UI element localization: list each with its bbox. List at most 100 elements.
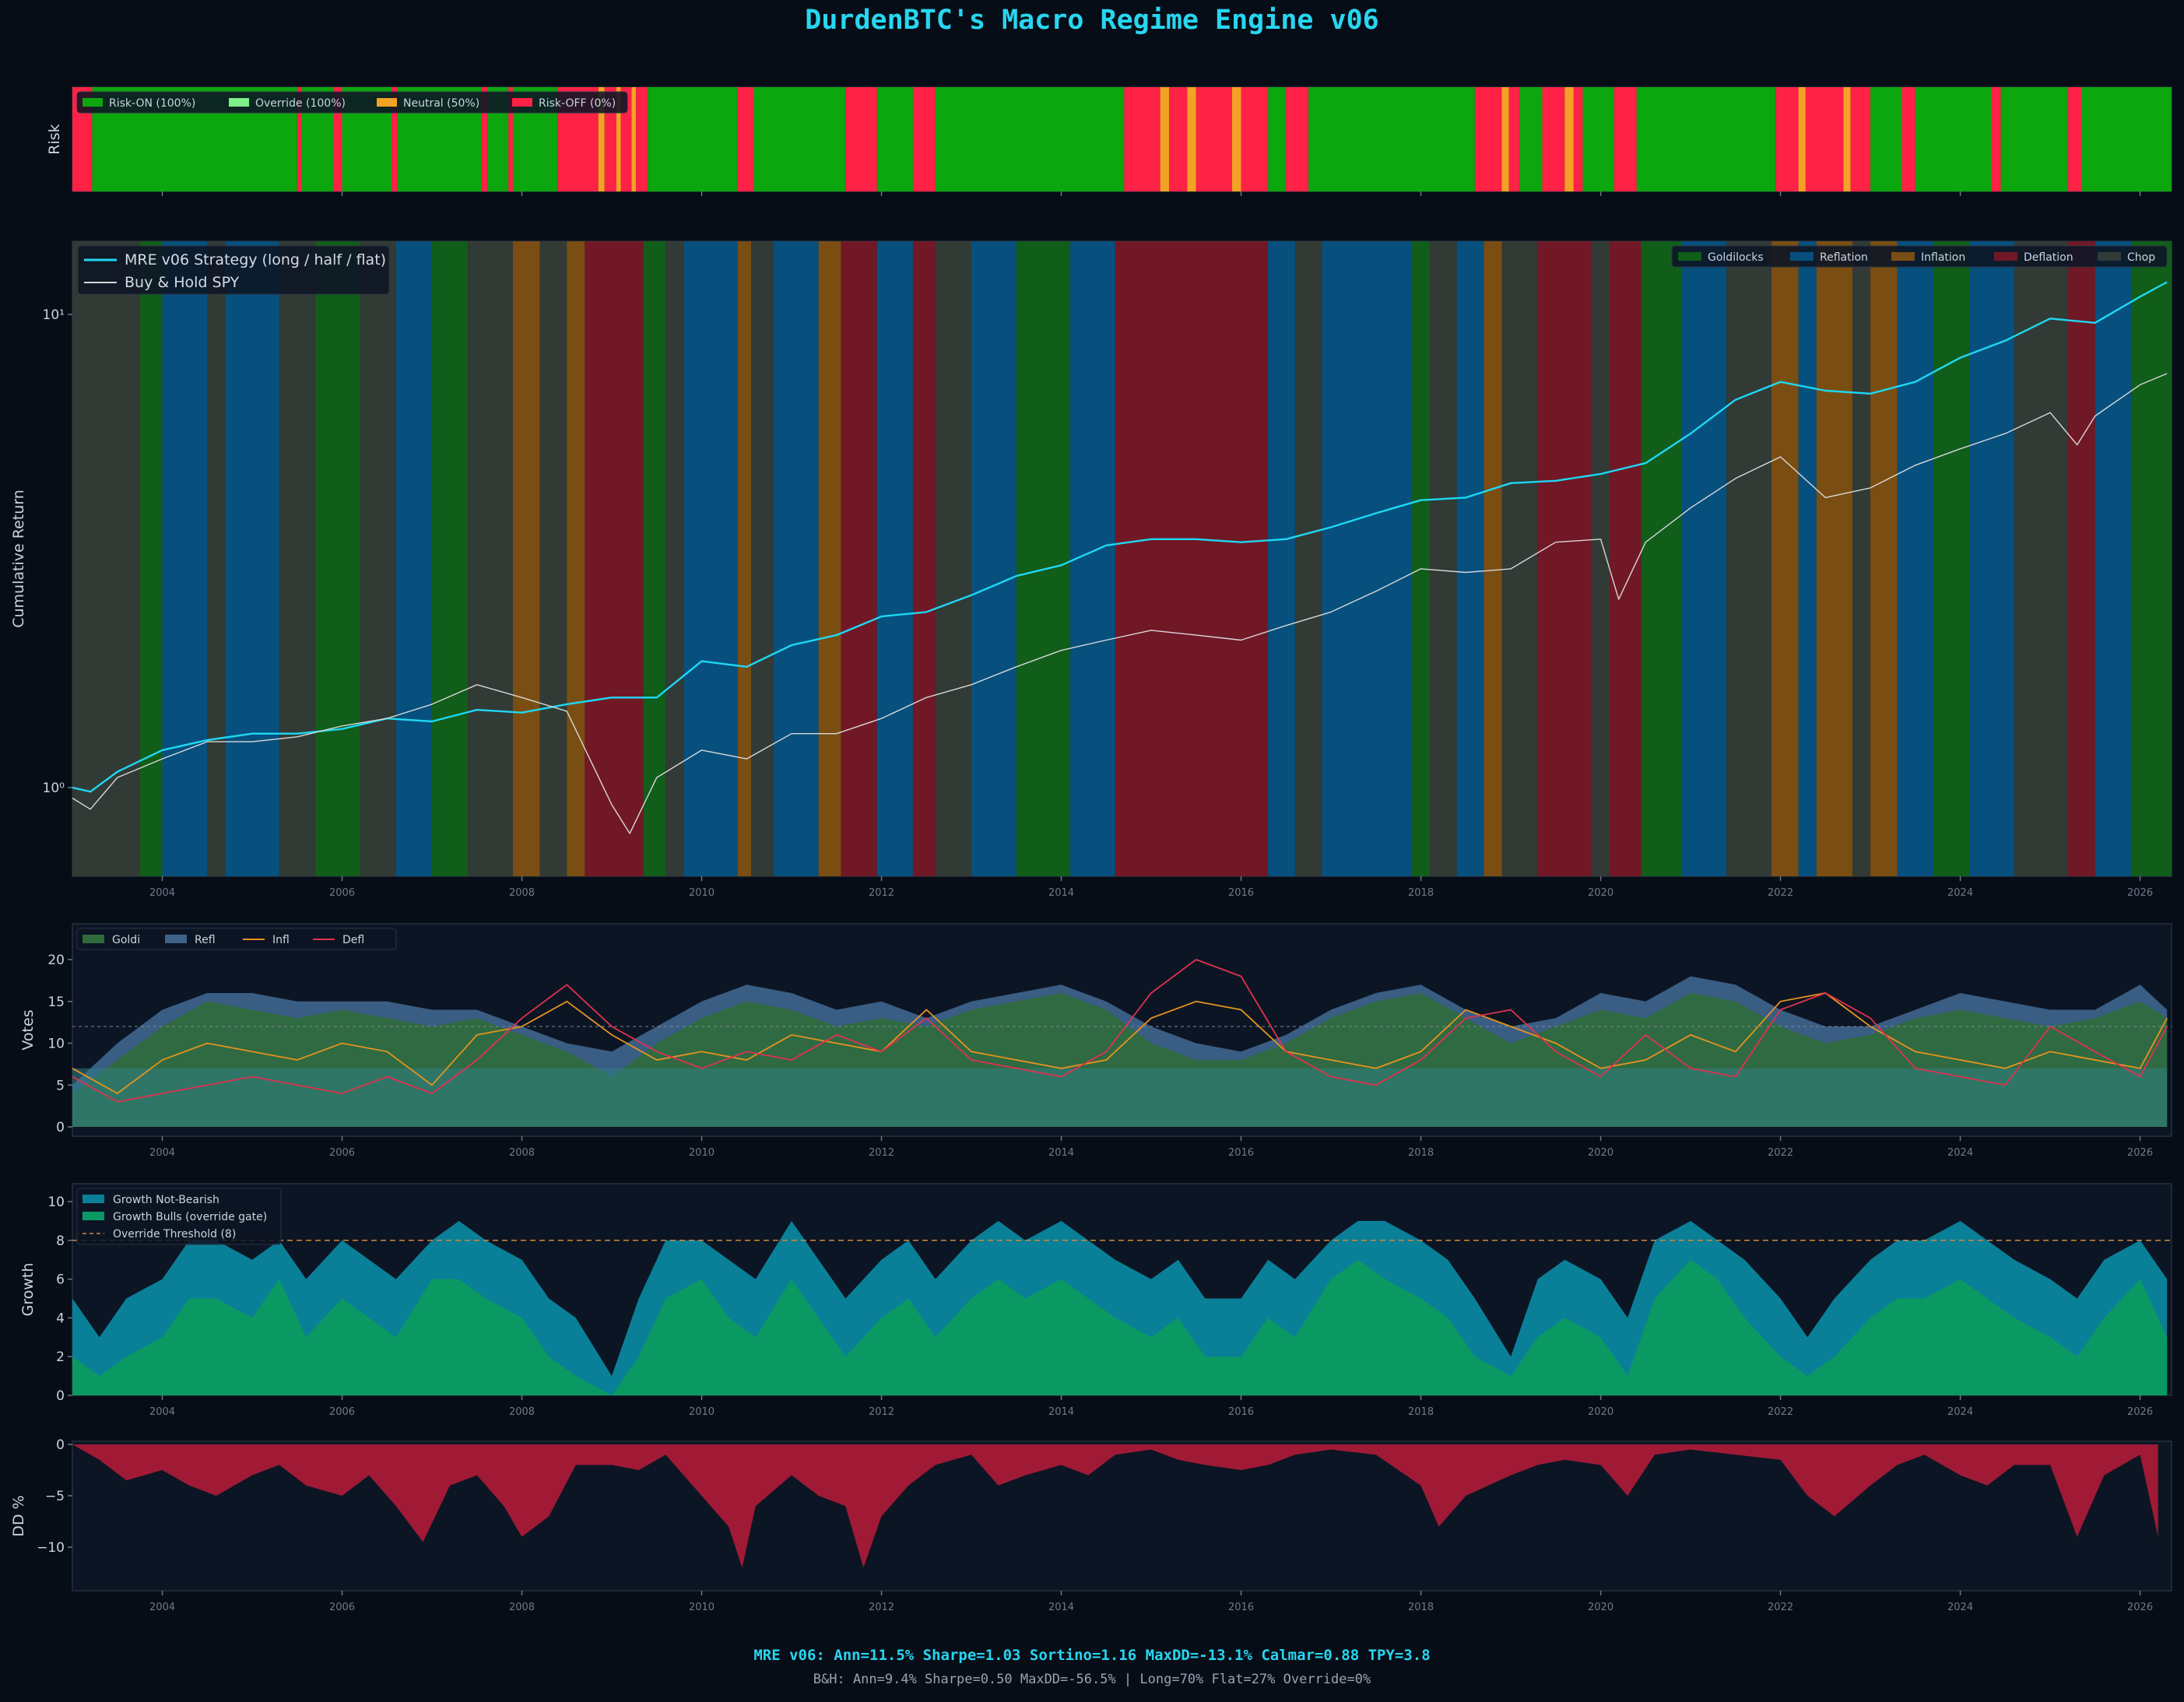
risk-segment	[508, 87, 513, 191]
y-tick-label: 20	[47, 953, 65, 968]
x-tick-label: 2012	[869, 1406, 894, 1418]
regime-band	[395, 241, 433, 876]
risk-segment	[1286, 87, 1309, 191]
legend-swatch	[83, 98, 103, 107]
votes-legend: Goldi Refl Infl Defl	[76, 928, 397, 950]
legend-label: Override Threshold (8)	[113, 1228, 236, 1241]
legend-box	[76, 1188, 282, 1245]
risk-segment	[876, 87, 913, 191]
dd-x-ticks: 2004 2006 2008 2010 2012 2014 2016 2018 2020 2022…	[149, 1591, 2153, 1613]
x-tick-label: 2016	[1228, 1602, 1254, 1613]
risk-segment	[297, 87, 302, 191]
regime-band	[360, 241, 396, 876]
x-tick-label: 2020	[1588, 1147, 1613, 1159]
x-tick-label: 2026	[2127, 1602, 2153, 1613]
legend-label: Goldi	[112, 934, 140, 946]
x-tick-label: 2026	[2127, 1406, 2153, 1418]
x-tick-label: 2018	[1408, 887, 1434, 899]
x-tick-label: 2022	[1768, 1406, 1793, 1418]
y-tick-label: 10⁰	[43, 781, 65, 796]
regime-band	[1897, 241, 1933, 876]
x-tick-label: 2016	[1228, 1406, 1254, 1418]
x-tick-label: 2004	[149, 1406, 175, 1418]
legend-swatch	[83, 935, 104, 943]
regime-band	[567, 241, 585, 876]
x-tick-label: 2026	[2127, 887, 2153, 899]
risk-segment	[2068, 87, 2082, 191]
dd-y-ticks: 0 −5 −10	[37, 1437, 72, 1556]
legend-box	[76, 91, 628, 114]
regime-band	[1294, 241, 1322, 876]
y-tick-label: 5	[56, 1078, 65, 1093]
risk-segment	[1268, 87, 1287, 191]
risk-segment	[737, 87, 754, 191]
growth-ylabel: Growth	[19, 1263, 37, 1317]
regime-band	[1610, 241, 1642, 876]
x-tick-label: 2010	[689, 887, 715, 899]
risk-segment	[1798, 87, 1806, 191]
infl-line	[72, 992, 2168, 1095]
legend-label: Reflation	[1820, 251, 1868, 264]
returns-y-ticks: 10⁰ 10¹	[43, 307, 72, 796]
regime-band	[1798, 241, 1817, 876]
risk-segment	[1187, 87, 1196, 191]
x-tick-label: 2022	[1768, 1602, 1793, 1613]
legend-swatch	[1790, 252, 1814, 261]
risk-segment	[392, 87, 399, 191]
legend-label: Risk-ON (100%)	[109, 97, 195, 110]
regime-band	[1592, 241, 1610, 876]
regime-band	[1268, 241, 1295, 876]
y-tick-label: 0	[56, 1388, 65, 1404]
risk-segment	[1241, 87, 1269, 191]
regime-band	[207, 241, 226, 876]
x-tick-label: 2004	[149, 1602, 175, 1613]
y-tick-label: 4	[56, 1311, 65, 1326]
y-tick-label: 10	[47, 1195, 65, 1210]
regime-band	[1641, 241, 1682, 876]
y-tick-label: 6	[56, 1272, 65, 1288]
returns-ylabel: Cumulative Return	[10, 490, 27, 628]
regime-band	[1870, 241, 1898, 876]
chart-title: DurdenBTC's Macro Regime Engine v06	[805, 5, 1379, 36]
risk-segment	[845, 87, 877, 191]
risk-segment	[2000, 87, 2069, 191]
x-tick-label: 2010	[689, 1406, 715, 1418]
regime-band	[2131, 241, 2172, 876]
legend-swatch	[83, 1195, 104, 1203]
legend-label: Growth Bulls (override gate)	[113, 1211, 267, 1223]
regime-legend: Goldilocks Reflation Inflation Deflation Cho…	[1671, 245, 2168, 268]
legend-swatch	[1678, 252, 1701, 261]
x-tick-label: 2014	[1048, 887, 1074, 899]
risk-segment	[1870, 87, 1902, 191]
regime-band	[912, 241, 936, 876]
x-tick-label: 2006	[329, 1147, 355, 1159]
legend-swatch	[2098, 252, 2121, 261]
x-tick-label: 2008	[509, 1406, 535, 1418]
risk-segment	[753, 87, 846, 191]
x-tick-label: 2008	[509, 887, 535, 899]
x-tick-label: 2004	[149, 1147, 175, 1159]
x-tick-label: 2014	[1048, 1406, 1074, 1418]
growth-x-ticks: 2004 2006 2008 2010 2012 2014 2016 2018 2020 2022…	[149, 1395, 2153, 1418]
regime-band	[935, 241, 972, 876]
regime-band	[683, 241, 738, 876]
risk-segment	[1613, 87, 1637, 191]
risk-segment	[1519, 87, 1543, 191]
regime-band	[751, 241, 774, 876]
regime-band	[737, 241, 752, 876]
x-tick-label: 2012	[869, 887, 894, 899]
x-tick-label: 2010	[689, 1602, 715, 1613]
base-area	[72, 1068, 2168, 1127]
y-tick-label: 2	[56, 1349, 65, 1365]
x-tick-label: 2008	[509, 1147, 535, 1159]
series-legend: MRE v06 Strategy (long / half / flat) Buy…	[77, 245, 390, 295]
risk-ylabel: Risk	[46, 124, 63, 154]
x-tick-label: 2018	[1408, 1602, 1434, 1613]
regime-band	[971, 241, 1017, 876]
risk-segment	[1501, 87, 1509, 191]
regime-band	[162, 241, 208, 876]
regime-band	[585, 241, 644, 876]
regime-band	[1681, 241, 1727, 876]
defl-line	[72, 958, 2168, 1103]
x-tick-label: 2020	[1588, 1406, 1613, 1418]
